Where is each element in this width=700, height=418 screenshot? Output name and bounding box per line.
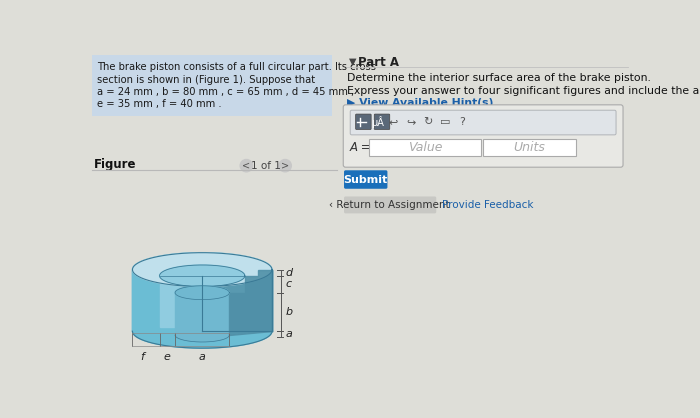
- Text: Value: Value: [408, 141, 442, 154]
- Polygon shape: [132, 331, 272, 348]
- Text: b: b: [285, 307, 293, 317]
- Text: a: a: [199, 352, 206, 362]
- Text: Part A: Part A: [358, 56, 399, 69]
- Text: c: c: [285, 279, 291, 289]
- Text: Figure: Figure: [94, 158, 136, 171]
- Text: >: >: [281, 161, 289, 171]
- Polygon shape: [175, 286, 230, 300]
- Text: d: d: [285, 268, 293, 278]
- Polygon shape: [160, 276, 245, 327]
- Polygon shape: [132, 252, 272, 331]
- Text: e = 35 mm , f = 40 mm .: e = 35 mm , f = 40 mm .: [97, 99, 221, 110]
- Text: Express your answer to four significant figures and include the appropriate unit: Express your answer to four significant …: [347, 86, 700, 96]
- FancyBboxPatch shape: [374, 114, 390, 130]
- Polygon shape: [175, 335, 230, 342]
- Polygon shape: [160, 265, 245, 287]
- FancyBboxPatch shape: [344, 170, 387, 189]
- Text: μÂ: μÂ: [371, 116, 384, 128]
- FancyBboxPatch shape: [343, 105, 623, 167]
- Circle shape: [279, 160, 291, 172]
- Text: a: a: [285, 329, 292, 339]
- Text: ‹ Return to Assignment: ‹ Return to Assignment: [330, 200, 450, 210]
- Text: e: e: [164, 352, 171, 362]
- Bar: [369, 140, 481, 156]
- Text: ↩: ↩: [389, 117, 398, 127]
- Text: ?: ?: [459, 117, 465, 127]
- Text: <: <: [242, 161, 251, 171]
- Text: a = 24 mm , b = 80 mm , c = 65 mm , d = 45 mm ,: a = 24 mm , b = 80 mm , c = 65 mm , d = …: [97, 87, 354, 97]
- Text: 1 of 1: 1 of 1: [251, 161, 281, 171]
- Text: ↻: ↻: [423, 117, 433, 127]
- Bar: [483, 140, 575, 156]
- Text: ▶ View Available Hint(s): ▶ View Available Hint(s): [347, 98, 494, 108]
- Text: ▭: ▭: [440, 117, 450, 127]
- Polygon shape: [175, 293, 230, 335]
- FancyBboxPatch shape: [356, 114, 371, 130]
- Text: Provide Feedback: Provide Feedback: [442, 200, 534, 210]
- Polygon shape: [258, 270, 272, 331]
- Text: Submit: Submit: [344, 175, 388, 184]
- Polygon shape: [202, 270, 272, 331]
- Text: Determine the interior surface area of the brake piston.: Determine the interior surface area of t…: [347, 73, 651, 83]
- Text: section is shown in (Figure 1). Suppose that: section is shown in (Figure 1). Suppose …: [97, 75, 315, 85]
- FancyBboxPatch shape: [92, 55, 332, 116]
- Text: Units: Units: [513, 141, 545, 154]
- Polygon shape: [230, 270, 272, 335]
- Text: A =: A =: [349, 141, 371, 154]
- Text: The brake piston consists of a full circular part. Its cross: The brake piston consists of a full circ…: [97, 62, 376, 72]
- FancyBboxPatch shape: [344, 196, 436, 214]
- Text: f: f: [140, 352, 144, 362]
- Polygon shape: [132, 252, 272, 287]
- FancyBboxPatch shape: [350, 110, 616, 135]
- Text: ▼: ▼: [349, 56, 356, 66]
- Polygon shape: [132, 270, 146, 331]
- Circle shape: [240, 160, 253, 172]
- Text: ↪: ↪: [406, 117, 415, 127]
